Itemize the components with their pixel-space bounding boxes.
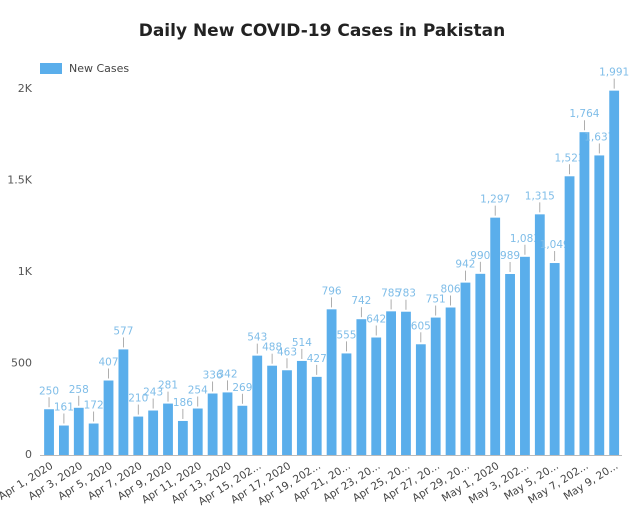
value-label: 1,523 [555,152,585,164]
bar [371,337,382,455]
bar [534,214,545,455]
bar [252,355,263,455]
value-label: 543 [247,332,267,344]
value-label: 806 [441,284,461,296]
value-label: 751 [426,294,446,306]
bar [133,416,144,455]
value-label: 186 [173,397,193,409]
bar [118,349,129,455]
value-label: 172 [84,400,104,412]
bar [207,393,218,455]
value-label: 796 [322,285,342,297]
y-tick-label: 500 [11,357,32,370]
bar [356,319,367,455]
value-label: 1,049 [540,239,570,251]
bar [445,307,456,455]
bar [549,263,560,455]
bar [222,392,233,455]
bar [311,376,322,455]
bar [59,425,69,455]
bar [520,256,530,455]
value-label: 336 [203,370,223,382]
value-label: 342 [217,368,237,380]
bar [192,408,203,455]
value-label: 785 [381,287,401,299]
value-label: 577 [113,325,133,337]
value-label: 783 [396,288,416,300]
bar [148,410,159,455]
value-label: 1,764 [569,108,599,120]
bar [475,273,486,455]
value-label: 488 [262,342,282,354]
value-label: 742 [351,295,371,307]
bar [296,360,307,455]
bar [177,420,188,455]
bar [490,217,501,455]
bar [579,132,590,456]
bar [415,344,426,455]
bar [341,353,352,455]
value-label: 161 [54,402,74,414]
bar [430,317,441,455]
value-label: 258 [69,384,89,396]
value-label: 210 [128,393,148,405]
y-tick-label: 2K [18,82,33,95]
value-label: 407 [98,357,118,369]
value-label: 555 [336,329,356,341]
y-tick-label: 1K [18,265,33,278]
value-label: 463 [277,346,297,358]
value-label: 281 [158,380,178,392]
bar [401,311,411,455]
bar [267,365,278,455]
legend-swatch [40,63,62,74]
value-label: 642 [366,314,386,326]
value-label: 269 [232,382,252,394]
chart-title: Daily New COVID-19 Cases in Pakistan [139,21,506,41]
bar [386,311,396,455]
value-label: 1,315 [525,190,555,202]
value-label: 1,297 [480,194,510,206]
bar [88,423,99,455]
bar [609,90,620,455]
value-label: 243 [143,387,163,399]
value-label: 989 [500,250,520,262]
bar [44,409,54,455]
value-label: 1,991 [599,67,629,79]
bar [460,282,471,455]
bar [103,380,114,455]
value-label: 250 [39,385,59,397]
bar [594,155,605,455]
bar [163,403,173,455]
value-label: 990 [470,250,490,262]
value-label: 1,637 [584,131,614,143]
y-tick-label: 1.5K [7,174,32,187]
bar [73,407,84,455]
value-label: 514 [292,337,312,349]
bar [505,274,515,455]
value-label: 427 [307,353,327,365]
legend-label: New Cases [69,62,129,75]
bar [282,370,292,455]
bar [237,405,248,455]
value-label: 254 [188,385,208,397]
bar [564,176,575,455]
y-tick-label: 0 [25,448,32,461]
value-label: 1,083 [510,233,540,245]
value-label: 942 [455,259,475,271]
bar [326,309,337,455]
value-label: 605 [411,320,431,332]
